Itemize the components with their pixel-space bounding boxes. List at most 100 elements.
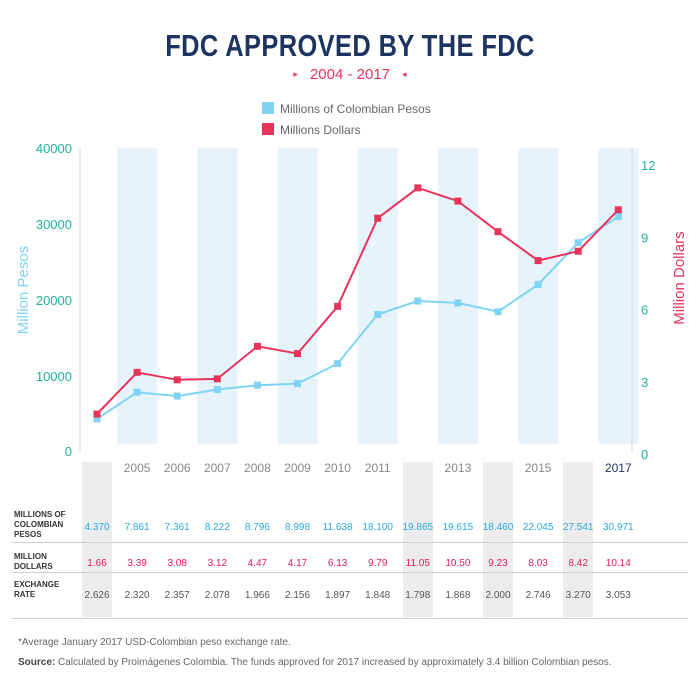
legend-swatch-pesos	[262, 102, 274, 114]
x-axis-labels: 2004200520062007200820092010201120122013…	[84, 461, 632, 475]
data-point-pesos	[133, 388, 141, 396]
table-row-label: MILLION DOLLARS	[14, 552, 53, 571]
data-point-pesos	[494, 308, 502, 316]
table-cell: 11.05	[405, 558, 430, 569]
table-cell: 9.79	[367, 558, 388, 569]
table-cell: 3.053	[605, 590, 631, 601]
table-cell: 3.39	[127, 558, 147, 569]
y-axis-label-left: Million Pesos	[15, 246, 32, 334]
column-bands	[117, 148, 639, 444]
table-cell: 18.460	[482, 522, 514, 533]
x-tick-label: 2013	[445, 461, 472, 475]
table-cell: 4.370	[84, 522, 110, 533]
footnote: *Average January 2017 USD-Colombian peso…	[18, 637, 291, 648]
data-point-dollars	[494, 228, 502, 236]
table-cell: 1.868	[445, 590, 471, 601]
y-tick-left: 30000	[36, 217, 72, 232]
table-cell: 1.66	[87, 558, 107, 569]
x-tick-label: 2011	[365, 461, 391, 475]
table-cell: 22.045	[522, 522, 554, 533]
table-row-label: MILLIONS OF COLOMBIAN PESOS	[14, 510, 66, 539]
data-point-pesos	[173, 392, 181, 400]
data-point-dollars	[93, 410, 101, 418]
legend-item-dollars: Millions Dollars	[262, 123, 361, 137]
data-point-pesos	[374, 310, 382, 318]
column-band	[117, 148, 158, 444]
left-triangle-icon: ◂	[402, 69, 407, 79]
column-band	[518, 148, 559, 444]
y-tick-right: 9	[641, 230, 648, 245]
data-point-pesos	[213, 386, 221, 394]
table-cell: 8.998	[284, 522, 311, 533]
table-cell: 30.971	[603, 522, 634, 533]
table-cell: 9.23	[488, 558, 508, 569]
table-cell: 2.626	[84, 590, 110, 601]
table-cell: 2.156	[284, 590, 311, 601]
left-axis-ticks: 0 10000 20000 30000 40000	[36, 141, 72, 459]
table-column-band	[402, 462, 433, 617]
data-point-dollars	[374, 214, 382, 222]
y-axis-label-right: Million Dollars	[671, 231, 688, 324]
y-tick-left: 0	[65, 444, 72, 459]
table-cell: 27.541	[562, 522, 594, 533]
data-point-dollars	[454, 197, 462, 205]
series-line-pesos	[96, 215, 619, 420]
x-tick-label: 2006	[164, 461, 191, 475]
x-tick-label: 2015	[525, 461, 552, 475]
data-point-dollars	[253, 342, 261, 350]
table-column-band	[82, 462, 112, 617]
data-point-pesos	[614, 213, 622, 221]
x-tick-label: 2008	[244, 461, 271, 475]
table-cell: 1.798	[405, 590, 431, 601]
data-point-pesos	[534, 280, 542, 288]
data-point-pesos	[334, 360, 342, 368]
data-point-dollars	[534, 257, 542, 265]
legend-label-pesos: Millions of Colombian Pesos	[280, 102, 431, 116]
table-cell: 2.000	[485, 590, 511, 601]
table-cell: 10.50	[445, 558, 471, 569]
year-range: 2004 - 2017	[309, 66, 391, 83]
data-point-dollars	[334, 302, 342, 310]
chart-title: FDC APPROVED BY THE FDC	[165, 28, 535, 63]
series-line-dollars	[96, 186, 620, 415]
table-cell: 8.03	[528, 558, 548, 569]
table-cell: 1.897	[325, 590, 351, 601]
table-cell: 2.746	[525, 590, 551, 601]
table-cell: 10.14	[605, 558, 631, 569]
table-row-label: EXCHANGE RATE	[14, 580, 60, 599]
table-cell: 1.848	[365, 590, 391, 601]
data-point-dollars	[213, 375, 221, 383]
data-point-pesos	[574, 239, 582, 247]
legend-item-pesos: Millions of Colombian Pesos	[262, 102, 431, 116]
x-tick-label: 2010	[324, 461, 351, 475]
table-cell: 7.361	[164, 522, 190, 533]
table-column-band	[483, 462, 513, 617]
table-divider	[12, 618, 688, 619]
right-triangle-icon: ▸	[293, 69, 298, 79]
chart-subtitle: ▸ 2004 - 2017 ◂	[0, 66, 700, 83]
legend-swatch-dollars	[262, 123, 274, 135]
table-column-band	[563, 462, 594, 617]
table-cell: 19.615	[442, 522, 474, 533]
table-cell: 8.222	[204, 522, 230, 533]
table-cell: 3.08	[167, 558, 187, 569]
series-lines	[93, 184, 622, 423]
table-divider	[12, 542, 688, 543]
table-cell: 1.966	[244, 590, 270, 601]
column-band	[357, 148, 398, 444]
x-tick-label: 2007	[204, 461, 231, 475]
table-cell: 7.861	[124, 522, 150, 533]
data-point-pesos	[414, 297, 422, 305]
source-text: Calculated by Proimágenes Colombia. The …	[55, 657, 612, 668]
source-note: Source: Calculated by Proimágenes Colomb…	[18, 657, 611, 668]
y-tick-left: 20000	[36, 293, 72, 308]
right-axis-ticks: 0 3 6 9 12	[641, 158, 655, 462]
data-point-dollars	[614, 206, 622, 214]
y-tick-left: 10000	[36, 369, 72, 384]
source-label: Source:	[18, 657, 56, 668]
table-cell: 6.13	[327, 558, 348, 569]
x-tick-label: 2005	[124, 461, 151, 475]
table-cell: 8.796	[244, 522, 270, 533]
data-point-dollars	[574, 247, 582, 255]
table-cell: 2.357	[164, 590, 190, 601]
